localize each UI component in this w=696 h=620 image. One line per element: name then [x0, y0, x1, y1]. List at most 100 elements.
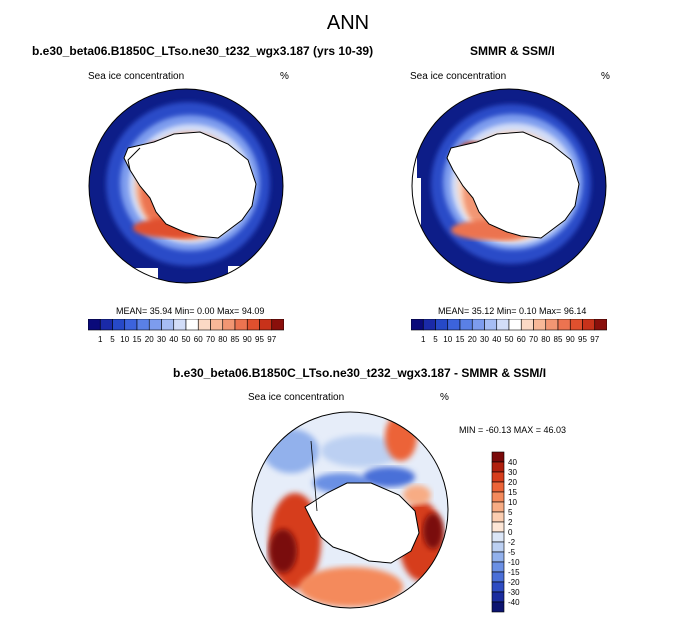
- difference-colorbar-tick-label: -20: [508, 578, 520, 587]
- panel1-colorbar-tick-label: 85: [231, 335, 240, 344]
- difference-colorbar-tick-label: 20: [508, 478, 517, 487]
- panel1-colorbar-swatch: [259, 319, 273, 331]
- panel1-colorbar-swatch: [222, 319, 236, 331]
- panel1-colorbar-swatch: [271, 319, 284, 331]
- panel2-title: SMMR & SSM/I: [470, 44, 555, 58]
- difference-colorbar-swatch: [491, 471, 505, 483]
- difference-colorbar-tick-label: -15: [508, 568, 520, 577]
- panel1-colorbar-tick-label: 95: [255, 335, 264, 344]
- panel2-colorbar-swatch: [496, 319, 510, 331]
- difference-colorbar-swatch: [491, 481, 505, 493]
- panel3-title: b.e30_beta06.B1850C_LTso.ne30_t232_wgx3.…: [173, 366, 547, 380]
- panel1-field-label: Sea ice concentration: [88, 71, 185, 82]
- panel2-colorbar-tick-label: 5: [433, 335, 438, 344]
- panel1-stats: MEAN= 35.94 Min= 0.00 Max= 94.09: [116, 306, 265, 316]
- panel2-colorbar-tick-label: 1: [421, 335, 426, 344]
- panel2-colorbar-swatch: [422, 319, 436, 331]
- figure-title: ANN: [326, 12, 370, 34]
- difference-colorbar-tick-label: -10: [508, 558, 520, 567]
- difference-colorbar-swatch: [491, 461, 505, 473]
- panel2-colorbar-tick-label: 10: [443, 335, 452, 344]
- panel2-colorbar-swatch: [582, 319, 596, 331]
- difference-colorbar-tick-label: 40: [508, 458, 517, 467]
- panel1-colorbar-tick-label: 90: [243, 335, 252, 344]
- panel3-units: %: [440, 392, 449, 403]
- panel1-colorbar-tick-label: 10: [120, 335, 129, 344]
- difference-colorbar-tick-label: -2: [508, 538, 516, 547]
- panel2-colorbar: 1 5 10 15 20 30 40 50 60 70 80 85 90 95 97: [411, 319, 607, 344]
- panel1-colorbar-swatch: [185, 319, 199, 331]
- panel2-colorbar-swatch: [435, 319, 449, 331]
- difference-colorbar-swatch: [491, 511, 505, 523]
- panel2-colorbar-tick-label: 60: [517, 335, 526, 344]
- panel2-colorbar-tick-label: 50: [505, 335, 514, 344]
- panel2-colorbar-swatch: [557, 319, 571, 331]
- difference-colorbar-swatch: [491, 451, 505, 463]
- panel3-stats: MIN = -60.13 MAX = 46.03: [459, 425, 567, 435]
- panel2-colorbar-tick-label: 80: [541, 335, 550, 344]
- panel2-colorbar-tick-label: 90: [566, 335, 575, 344]
- panel1-colorbar-tick-label: 60: [194, 335, 203, 344]
- panel2-colorbar-swatch: [459, 319, 473, 331]
- panel2-colorbar-tick-label: 20: [468, 335, 477, 344]
- panel1-colorbar-swatch: [112, 319, 126, 331]
- panel2-colorbar-swatch: [484, 319, 498, 331]
- panel1-colorbar-swatch: [99, 319, 113, 331]
- difference-colorbar-tick-label: 30: [508, 468, 517, 477]
- panel2-colorbar-swatch: [471, 319, 485, 331]
- difference-colorbar-tick-label: -40: [508, 598, 520, 607]
- difference-colorbar-tick-label: -5: [508, 548, 516, 557]
- panel1-colorbar-tick-label: 80: [218, 335, 227, 344]
- difference-colorbar-swatch: [491, 561, 505, 573]
- panel1-colorbar-swatch: [88, 319, 101, 331]
- panel2-colorbar-tick-label: 15: [456, 335, 465, 344]
- panel1-colorbar-tick-label: 1: [98, 335, 103, 344]
- panel2-units: %: [601, 71, 610, 82]
- panel1-colorbar-tick-label: 15: [133, 335, 142, 344]
- panel1-colorbar-swatch: [234, 319, 248, 331]
- difference-colorbar-tick-label: 10: [508, 498, 517, 507]
- panel1-colorbar-swatch: [161, 319, 175, 331]
- panel2-colorbar-swatch: [545, 319, 559, 331]
- difference-colorbar-tick-label: 15: [508, 488, 517, 497]
- difference-colorbar-swatch: [491, 601, 505, 613]
- difference-colorbar-swatch: [491, 501, 505, 513]
- difference-colorbar-swatch: [491, 521, 505, 533]
- difference-colorbar-swatch: [491, 551, 505, 563]
- panel1-colorbar-tick-label: 97: [267, 335, 276, 344]
- panel1-colorbar-swatch: [197, 319, 211, 331]
- difference-colorbar-swatch: [491, 531, 505, 543]
- panel2-colorbar-swatch: [447, 319, 461, 331]
- panel1-colorbar-tick-label: 5: [110, 335, 115, 344]
- difference-colorbar-tick-label: 5: [508, 508, 513, 517]
- panel1-colorbar-swatch: [124, 319, 138, 331]
- panel2-colorbar-tick-label: 30: [480, 335, 489, 344]
- panel1-colorbar-swatch: [173, 319, 187, 331]
- panel2-colorbar-tick-label: 70: [529, 335, 538, 344]
- panel2-field-label: Sea ice concentration: [410, 71, 507, 82]
- difference-colorbar-tick-label: 2: [508, 518, 513, 527]
- panel1-colorbar-tick-label: 20: [145, 335, 154, 344]
- panel1-colorbar: 1 5 10 15 20 30 40 50 60 70 80 85 90 95 97: [88, 319, 284, 344]
- panel1-map: [88, 88, 284, 284]
- difference-colorbar-swatch: [491, 491, 505, 503]
- panel1-colorbar-tick-label: 40: [169, 335, 178, 344]
- panel2-map: [411, 88, 607, 284]
- panel2-colorbar-tick-label: 95: [578, 335, 587, 344]
- panel2-colorbar-swatch: [569, 319, 583, 331]
- panel2-colorbar-swatch: [520, 319, 534, 331]
- panel1-colorbar-swatch: [136, 319, 150, 331]
- difference-colorbar-tick-label: 0: [508, 528, 513, 537]
- panel2-colorbar-swatch: [533, 319, 547, 331]
- panel1-colorbar-swatch: [148, 319, 162, 331]
- difference-colorbar-tick-label: -30: [508, 588, 520, 597]
- panel1-colorbar-tick-label: 70: [206, 335, 215, 344]
- panel1-colorbar-tick-label: 30: [157, 335, 166, 344]
- panel2-colorbar-swatch: [594, 319, 607, 331]
- difference-colorbar-swatch: [491, 571, 505, 583]
- difference-map: [251, 411, 449, 609]
- panel3-field-label: Sea ice concentration: [248, 392, 345, 403]
- panel1-colorbar-tick-label: 50: [182, 335, 191, 344]
- panel1-colorbar-swatch: [246, 319, 260, 331]
